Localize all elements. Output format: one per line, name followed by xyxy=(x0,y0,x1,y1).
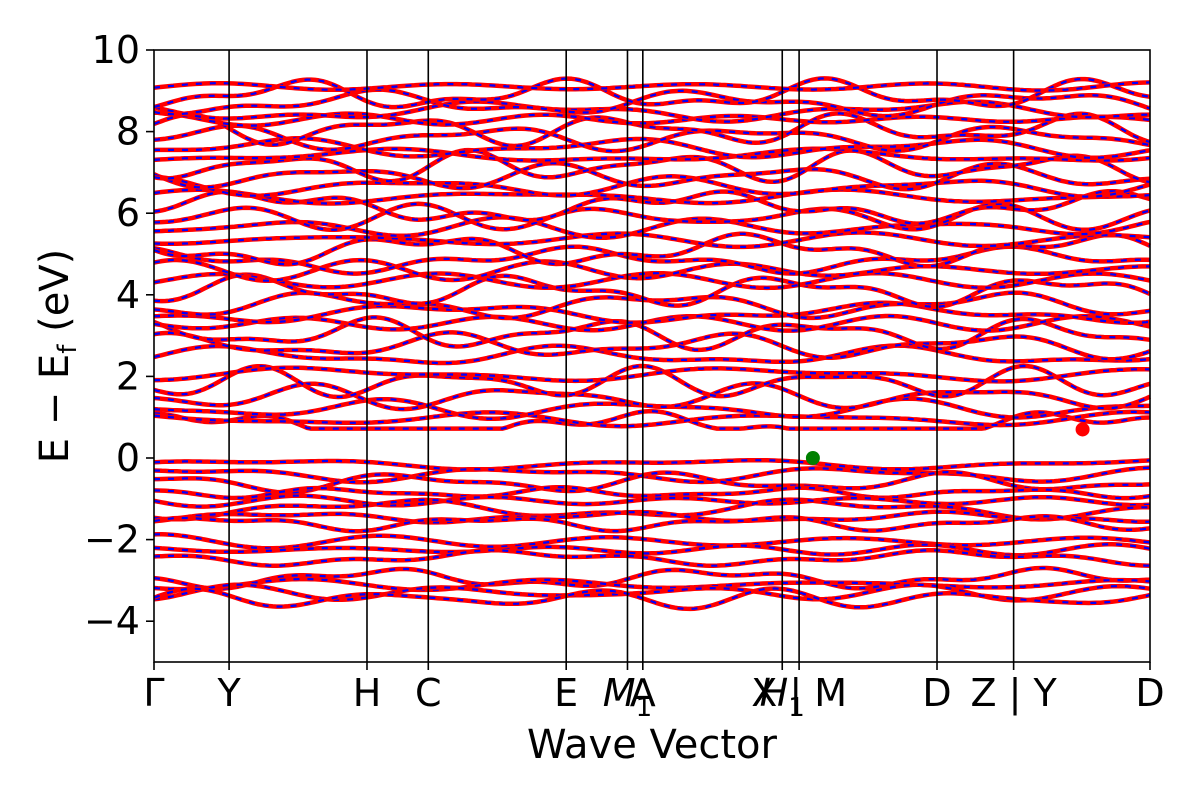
band-curve-down xyxy=(153,216,1151,239)
y-tick-label: 4 xyxy=(116,273,140,317)
band-curve-down xyxy=(153,190,1151,225)
cbm-marker xyxy=(1075,422,1090,437)
markers-layer xyxy=(805,422,1090,465)
y-tick-label: 10 xyxy=(92,28,140,72)
band-curve-down xyxy=(153,331,1151,361)
x-tick-label-sub: 1 xyxy=(788,693,805,723)
band-curve-up xyxy=(153,270,1151,291)
band-curve-up xyxy=(153,484,1151,501)
band-curve-up xyxy=(153,409,1151,429)
plot-frame xyxy=(153,49,1151,663)
band-curve-down xyxy=(153,316,1151,352)
band-curve-down xyxy=(154,471,1151,494)
band-curve-down xyxy=(153,587,1151,611)
x-tick-label: M1 xyxy=(603,671,652,723)
band-curve-up xyxy=(153,146,1151,163)
x-tick-label: D xyxy=(922,671,951,715)
x-tick-label: Γ xyxy=(143,671,164,715)
y-tick-label: 0 xyxy=(116,436,140,480)
kpoint-lines-layer xyxy=(228,50,1015,662)
band-curve-up xyxy=(153,80,1151,93)
y-tick-label: 2 xyxy=(116,354,140,398)
band-curve-down xyxy=(153,397,1150,420)
y-tick-label: 6 xyxy=(116,191,140,235)
band-curve-down xyxy=(153,410,1151,430)
band-curve-down xyxy=(153,583,1151,602)
band-curve-down xyxy=(153,382,1151,411)
band-curve-down xyxy=(153,77,1151,109)
band-curve-up xyxy=(154,365,1151,384)
band-curve-up xyxy=(153,547,1151,568)
band-curve-down xyxy=(153,232,1151,268)
band-curve-down xyxy=(153,148,1151,184)
x-tick-label: D xyxy=(1135,671,1164,715)
band-curve-up xyxy=(153,493,1151,509)
x-tick-label: A xyxy=(630,671,656,715)
x-tick-label: Y xyxy=(216,671,241,715)
band-curve-down xyxy=(153,175,1151,198)
band-curve-up xyxy=(153,576,1151,593)
bands-layer xyxy=(153,76,1151,612)
band-curve-up xyxy=(153,300,1151,326)
band-curve-down xyxy=(153,273,1151,308)
band-curve-down xyxy=(153,124,1151,153)
band-curve-down xyxy=(153,88,1151,118)
band-curve-down xyxy=(153,566,1151,590)
band-curve-down xyxy=(153,459,1151,471)
band-curve-down xyxy=(153,344,1151,365)
x-tick-label-sub: 1 xyxy=(636,693,653,723)
y-ticks: 10 8 6 4 2 0 −2 −4 xyxy=(84,28,154,643)
band-curve-up xyxy=(153,330,1151,362)
x-tick-label: C xyxy=(415,671,442,715)
band-curve-down xyxy=(153,162,1151,191)
y-tick-label: −2 xyxy=(84,518,140,562)
band-curve-up xyxy=(153,509,1151,525)
band-curve-down xyxy=(153,112,1151,148)
y-axis-title-main: E − E xyxy=(32,354,78,464)
band-curve-up xyxy=(153,136,1151,161)
band-curve-up xyxy=(153,514,1151,534)
band-curve-up xyxy=(153,187,1151,206)
y-axis-title-sub: f xyxy=(53,344,83,354)
x-tick-label: H xyxy=(353,671,382,715)
band-curve-up xyxy=(153,532,1151,551)
band-curve-down xyxy=(153,81,1151,92)
band-curve-up xyxy=(153,230,1151,250)
band-curve-up xyxy=(153,99,1151,124)
y-tick-label: 8 xyxy=(116,110,140,154)
band-curve-up xyxy=(153,542,1151,558)
vbm-marker xyxy=(805,451,820,465)
y-tick-label: −4 xyxy=(84,599,140,643)
x-tick-label: X | M xyxy=(751,671,847,716)
y-axis-title-unit: (eV) xyxy=(32,249,78,345)
x-tick-label: Z | Y xyxy=(971,671,1058,716)
band-curve-up xyxy=(153,457,1151,472)
x-axis-title: Wave Vector xyxy=(527,722,778,768)
x-tick-label: E xyxy=(554,671,578,715)
y-axis-title: E − Ef (eV) xyxy=(32,249,83,464)
